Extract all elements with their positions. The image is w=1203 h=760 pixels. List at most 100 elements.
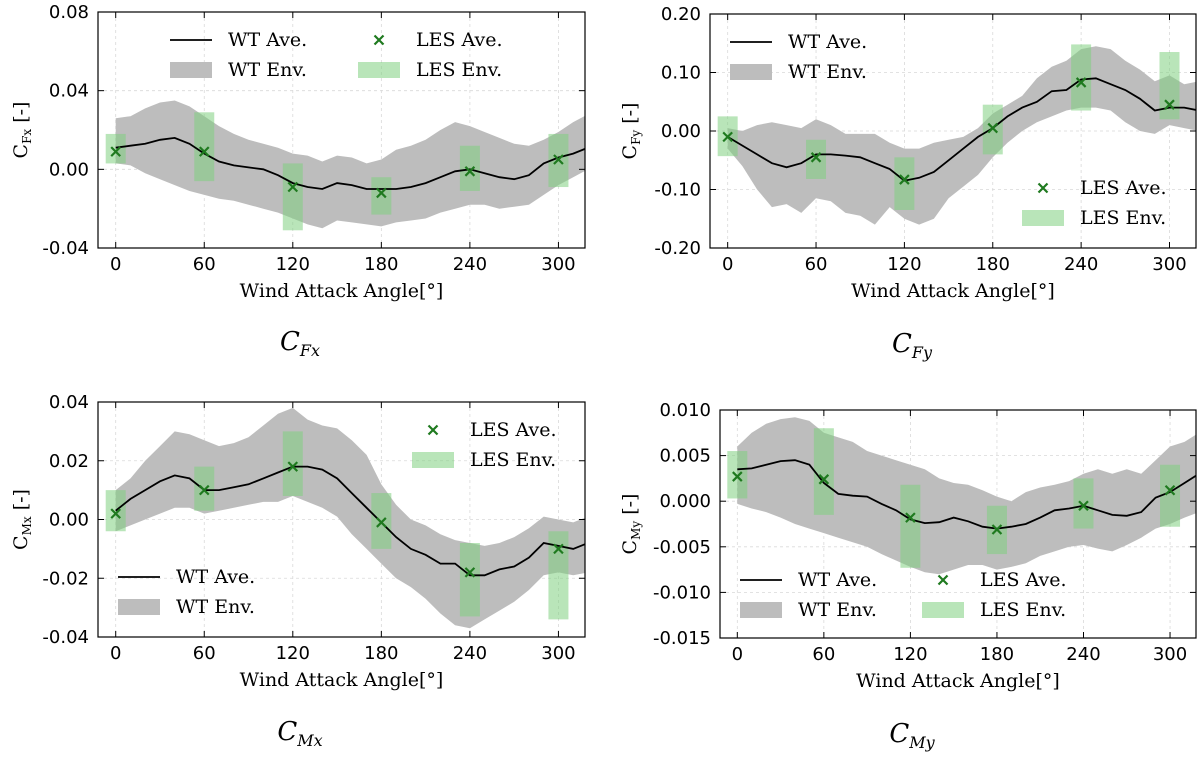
les-envelope-bar xyxy=(371,177,392,215)
chart-panel-cmy: 0 60 120 180 240 300 -0.015 -0.010 -0.005 0.000 0.… xyxy=(619,400,1197,752)
les-envelope-bar xyxy=(1159,52,1180,120)
legend-label: LES Ave. xyxy=(980,569,1067,591)
les-average-point xyxy=(110,146,121,157)
les-average-point xyxy=(464,166,476,177)
legend-swatch-les-env xyxy=(358,62,400,78)
marker-stroke xyxy=(905,512,916,523)
legend-label: WT Ave. xyxy=(788,31,867,53)
les-envelope-bar xyxy=(813,428,834,515)
marker-stroke xyxy=(1164,99,1175,110)
y-tick-label: 0.02 xyxy=(49,451,89,472)
x-tick-label: 180 xyxy=(976,254,1010,275)
les-envelope-bar xyxy=(548,531,569,620)
legend-swatch-les-env xyxy=(412,452,454,468)
les-average-point xyxy=(1164,99,1175,110)
x-tick-label: 120 xyxy=(276,643,310,664)
legend-label: LES Env. xyxy=(416,59,502,81)
y-tick-label: -0.10 xyxy=(654,180,701,201)
x-tick-label: 240 xyxy=(453,254,487,275)
x-tick-label: 0 xyxy=(722,254,733,275)
plot-area xyxy=(105,100,585,231)
legend: WT Ave. WT Env. LES Ave. LES Env. xyxy=(730,31,1167,229)
les-envelope-bar xyxy=(1073,478,1094,529)
les-envelope-bar xyxy=(806,139,827,179)
y-tick-label: -0.010 xyxy=(653,582,711,603)
x-tick-label: 180 xyxy=(980,644,1014,665)
marker-stroke xyxy=(376,187,387,199)
y-tick-label: 0.000 xyxy=(659,491,711,512)
legend-swatch-wt-env xyxy=(740,602,782,618)
les-average-point xyxy=(198,484,210,496)
les-average-point xyxy=(553,154,564,165)
y-tick-label: -0.005 xyxy=(653,537,711,558)
les-average-point xyxy=(991,524,1003,535)
les-average-point xyxy=(810,152,822,163)
chart-panel-cmx: 0 60 120 180 240 300 -0.04 -0.02 0.00 0.02 0.04 Win… xyxy=(10,392,586,750)
x-axis-label: Wind Attack Angle[°] xyxy=(240,280,444,302)
y-axis-label: CMx [-] xyxy=(10,489,34,550)
les-average-point xyxy=(722,131,733,143)
x-tick-label: 60 xyxy=(805,254,828,275)
marker-stroke xyxy=(899,174,910,185)
legend-swatch-wt-env xyxy=(730,64,772,80)
marker-stroke xyxy=(818,474,830,485)
les-average-point xyxy=(198,146,210,157)
legend: WT Ave. LES Ave. WT Env. LES Env. xyxy=(170,29,503,81)
legend: WT Ave. LES Ave. WT Env. LES Env. xyxy=(740,569,1067,621)
y-tick-label: 0.04 xyxy=(49,392,89,413)
marker-stroke xyxy=(1164,484,1176,496)
x-tick-label: 300 xyxy=(541,254,575,275)
legend-swatch-les-ave xyxy=(373,34,385,46)
marker-stroke xyxy=(110,508,121,519)
les-average-point xyxy=(899,174,910,185)
x-tick-label: 120 xyxy=(887,254,921,275)
panel-caption: CMy xyxy=(889,719,935,752)
x-axis-label: Wind Attack Angle[°] xyxy=(240,669,444,691)
x-tick-label: 60 xyxy=(193,254,216,275)
y-axis-label: CFy [-] xyxy=(619,103,643,160)
x-axis-label: Wind Attack Angle[°] xyxy=(851,280,1055,302)
x-tick-label: 300 xyxy=(541,643,575,664)
y-tick-label: 0.20 xyxy=(661,4,701,25)
legend-label: LES Env. xyxy=(980,599,1066,621)
marker-stroke xyxy=(810,152,822,163)
x-tick-label: 0 xyxy=(110,643,121,664)
marker-stroke xyxy=(110,146,121,157)
les-envelope-bar xyxy=(282,163,303,231)
y-tick-label: 0.005 xyxy=(659,446,711,467)
y-tick-label: -0.015 xyxy=(653,628,711,649)
marker-stroke xyxy=(553,543,564,555)
marker-stroke xyxy=(732,471,743,482)
les-envelope-bar xyxy=(727,451,748,499)
y-axis-label: CMy [-] xyxy=(619,494,643,555)
les-envelope-bar xyxy=(459,145,480,191)
marker-stroke xyxy=(198,484,210,496)
panel-caption: CMx xyxy=(277,717,322,750)
les-envelope-bar xyxy=(282,431,303,496)
les-average-point xyxy=(376,517,387,528)
panel-caption: CFy xyxy=(892,329,933,362)
wt-average-line xyxy=(727,77,1196,182)
marker-stroke xyxy=(1078,500,1089,512)
les-average-point xyxy=(1078,500,1089,512)
x-tick-label: 300 xyxy=(1153,644,1187,665)
wt-envelope-band xyxy=(737,417,1196,575)
x-tick-label: 300 xyxy=(1152,254,1186,275)
legend-swatch-wt-env xyxy=(170,62,212,78)
legend-label: LES Env. xyxy=(470,449,556,471)
les-average-point xyxy=(376,187,387,199)
marker-stroke xyxy=(553,154,564,165)
x-tick-label: 180 xyxy=(364,254,398,275)
y-tick-label: 0.00 xyxy=(49,510,89,531)
x-tick-label: 60 xyxy=(193,643,216,664)
legend-label: WT Ave. xyxy=(176,566,255,588)
les-envelope-bar xyxy=(105,133,126,164)
marker-stroke xyxy=(287,461,299,472)
legend-label: WT Ave. xyxy=(798,569,877,591)
les-average-point xyxy=(987,122,999,134)
marker-stroke xyxy=(287,181,299,193)
wt-average-line xyxy=(115,136,585,190)
les-average-point xyxy=(732,471,743,482)
x-tick-label: 60 xyxy=(812,644,835,665)
